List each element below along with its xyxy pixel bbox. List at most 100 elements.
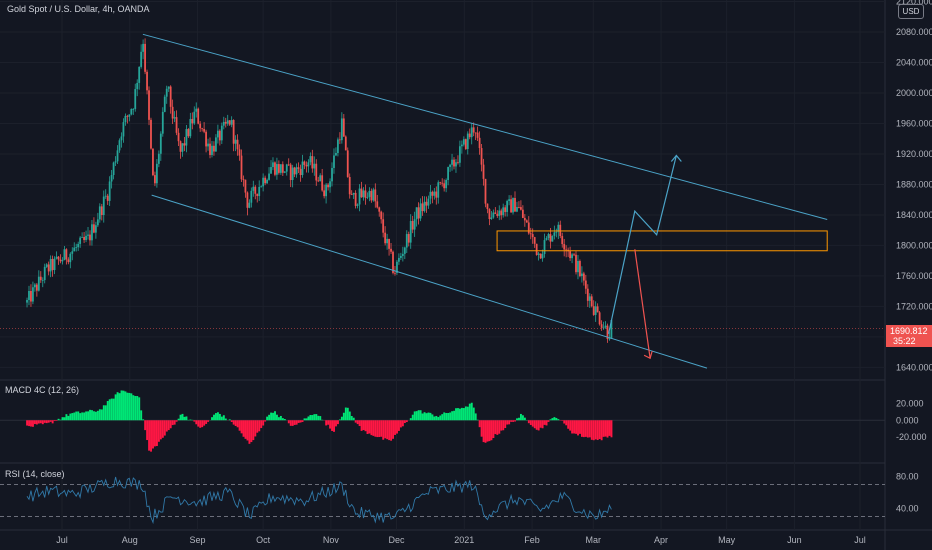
candle-body [327,184,329,188]
time-axis-tick-label: Apr [654,535,668,545]
resistance-zone [496,230,828,252]
candle-body [106,195,109,201]
price-axis-tick-label: 2040.000 [896,58,932,68]
macd-bar [419,410,422,421]
candle-body [610,320,613,339]
candle-body [525,220,528,223]
macd-bar [368,420,371,434]
candle-body [289,164,292,181]
macd-bar [425,413,428,421]
time-axis-tick-label: Jul [56,535,68,545]
macd-bar [270,412,273,421]
candle-body [61,260,64,262]
macd-bar [335,420,337,427]
macd-bar [439,415,442,421]
rsi-line [26,476,612,525]
candle-body [323,190,326,197]
candle-body [535,243,538,255]
macd-bar [213,414,215,421]
macd-bar [179,414,182,421]
candle-body [596,306,599,313]
macd-bar [301,420,304,422]
candle-body [244,179,247,193]
candle-body [419,203,422,219]
candle-body [232,120,235,144]
bullish-arrow-head [670,154,682,162]
time-axis-tick-label: 2021 [454,535,474,545]
candle-body [157,153,160,164]
macd-bar [417,410,420,421]
candle-body [165,88,168,97]
macd-bar [602,420,605,437]
rsi-title: RSI (14, close) [5,469,65,479]
macd-bar [193,420,196,422]
macd-bar [521,415,524,421]
macd-bar [315,414,318,421]
macd-bar [89,409,91,421]
currency-badge[interactable]: USD [898,4,924,19]
macd-bar [427,412,430,421]
macd-bar [364,420,367,432]
candle-body [126,115,129,117]
candle-body [455,162,457,167]
candle-body [45,264,48,267]
macd-bar [388,420,391,441]
macd-bar [134,396,137,421]
macd-bar [254,420,257,437]
macd-bar [55,420,58,421]
macd-bar [114,394,117,421]
macd-bar [594,420,597,440]
drawings-layer[interactable] [142,33,828,369]
macd-bar [189,419,192,421]
macd-bar [573,420,576,434]
candle-body [541,254,544,259]
candle-body [437,182,440,198]
macd-bar [437,417,440,421]
macd-bar [305,418,308,421]
macd-bar [142,419,145,421]
price-axis-tick-label: 1960.000 [896,118,932,128]
candle-body [543,240,546,255]
macd-bar [378,420,381,438]
macd-bar [527,420,530,424]
macd-bar [354,420,357,423]
candle-body [83,236,85,241]
macd-bar [106,401,109,421]
candle-body [427,198,430,206]
macd-bar [337,420,339,425]
macd-bar [205,420,208,424]
macd-bar [579,420,581,434]
candle-body [169,86,172,107]
candle-body [464,139,467,150]
macd-bar [490,420,493,441]
macd-bar [604,420,607,437]
macd-bar [108,399,111,421]
candle-body [518,207,520,208]
candle-body [362,190,365,198]
candle-body [396,261,398,273]
macd-histogram [0,390,885,452]
candle-body [421,203,424,212]
candle-body [35,284,38,291]
macd-bar [171,420,174,426]
candle-body [177,132,180,142]
price-axis-tick-label: 1720.000 [896,301,932,311]
candle-body [136,82,139,90]
candle-body [502,207,505,216]
candle-body [213,145,215,152]
candle-body [220,125,223,141]
macd-bar [163,420,166,436]
macd-bar [281,418,284,421]
candle-body [394,272,396,274]
macd-bar [582,420,585,438]
candle-body [142,43,145,52]
macd-bar [504,420,507,429]
candle-body [79,237,82,244]
macd-bar [195,420,198,425]
macd-bar [348,411,351,421]
macd-bar [376,420,379,438]
candle-body [173,117,176,119]
macd-bar [49,420,52,422]
macd-bar [94,411,97,421]
